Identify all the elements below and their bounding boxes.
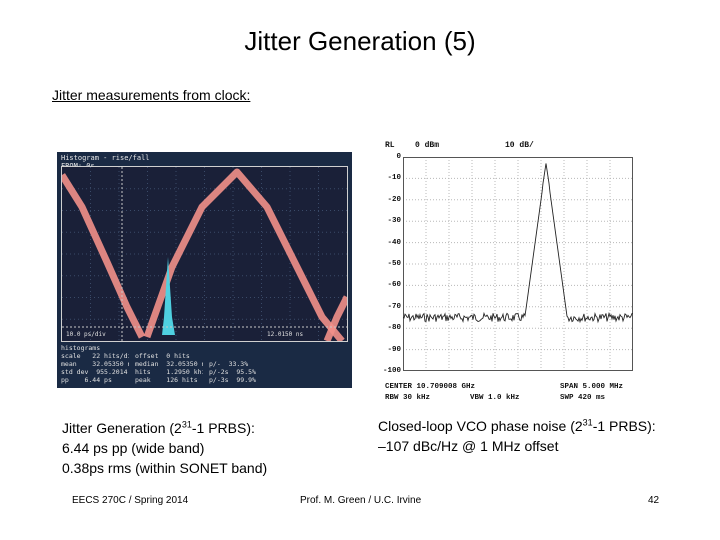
spectrum-trace-line <box>403 163 633 324</box>
scope-statistics: histograms scale 22 hits/div offset 0 hit… <box>61 344 348 384</box>
spectrum-scale: 10 dB/ <box>505 141 534 150</box>
footer-course: EECS 270C / Spring 2014 <box>72 495 189 506</box>
scope-stat-row: pp 6.44 ps peak 126 hits p/-3s 99.9% <box>61 376 256 384</box>
slide-subtitle: Jitter measurements from clock: <box>52 87 251 103</box>
spectrum-y-tick: -90 <box>387 345 401 354</box>
scope-stat-row: scale 22 hits/div offset 0 hits <box>61 352 190 360</box>
scope-stat-row: histograms <box>61 344 101 352</box>
caption-jitter-line2: 6.44 ps pp (wide band) <box>62 440 205 456</box>
spectrum-frame <box>403 157 633 371</box>
spectrum-swp: SWP 420 ms <box>560 394 606 402</box>
spectrum-analyzer-screenshot: RL 0 dBm 10 dB/ 0 -10 -20 -30 -40 -50 -60 -70 -8… <box>375 135 645 407</box>
spectrum-trace <box>403 157 633 371</box>
caption-phase-noise-line1: Closed-loop VCO phase noise (231-1 PRBS)… <box>378 417 656 434</box>
caption-phase-noise: Closed-loop VCO phase noise (231-1 PRBS)… <box>378 416 656 456</box>
spectrum-y-tick: -20 <box>387 195 401 204</box>
scope-marker-right: 12.0150 ns <box>267 331 304 338</box>
spectrum-y-tick: -100 <box>382 367 401 375</box>
scope-stat-row: std dev 955.2014 fshits 1.2950 khitsp/-2… <box>61 368 256 376</box>
spectrum-y-tick: -80 <box>387 324 401 333</box>
spectrum-y-tick: -10 <box>387 174 401 183</box>
spectrum-rbw: RBW 30 kHz <box>385 394 431 402</box>
scope-marker-left: 10.0 ps/div <box>66 331 106 338</box>
caption-phase-noise-line2: –107 dBc/Hz @ 1 MHz offset <box>378 438 559 454</box>
spectrum-y-tick: -70 <box>387 302 401 311</box>
scope-histogram <box>162 257 175 335</box>
spectrum-rl-label: RL <box>385 141 395 150</box>
spectrum-y-tick: -60 <box>387 281 401 290</box>
slide-title: Jitter Generation (5) <box>244 26 476 56</box>
scope-waveform <box>59 167 351 344</box>
spectrum-center: CENTER 10.709008 GHz <box>385 383 476 391</box>
scope-plot-area: 10.0 ps/div 12.0150 ns <box>59 166 351 344</box>
caption-jitter: Jitter Generation (231-1 PRBS): 6.44 ps … <box>62 418 267 478</box>
spectrum-rl-value: 0 dBm <box>415 141 440 150</box>
spectrum-vbw: VBW 1.0 kHz <box>470 394 520 402</box>
footer-author: Prof. M. Green / U.C. Irvine <box>300 495 422 506</box>
spectrum-y-tick: -50 <box>387 260 401 268</box>
scope-falling-edge-left <box>59 173 146 339</box>
caption-jitter-line3: 0.38ps rms (within SONET band) <box>62 460 268 476</box>
scope-rising-edge-right <box>323 295 351 343</box>
caption-jitter-line1: Jitter Generation (231-1 PRBS): <box>62 419 255 436</box>
spectrum-y-tick: -30 <box>387 217 401 226</box>
oscilloscope-screenshot: Histogram - rise/fall FROM: 0s 10.0 ps/d… <box>57 152 352 388</box>
spectrum-span: SPAN 5.000 MHz <box>560 383 624 391</box>
spectrum-y-tick: -40 <box>387 238 401 247</box>
spectrum-y-tick: 0 <box>396 153 401 161</box>
footer-page-number: 42 <box>648 495 660 506</box>
scope-stat-row: mean 32.05350 ns median 32.05350 ns p/- 33… <box>61 360 249 368</box>
scope-eye-crossing <box>143 168 345 344</box>
